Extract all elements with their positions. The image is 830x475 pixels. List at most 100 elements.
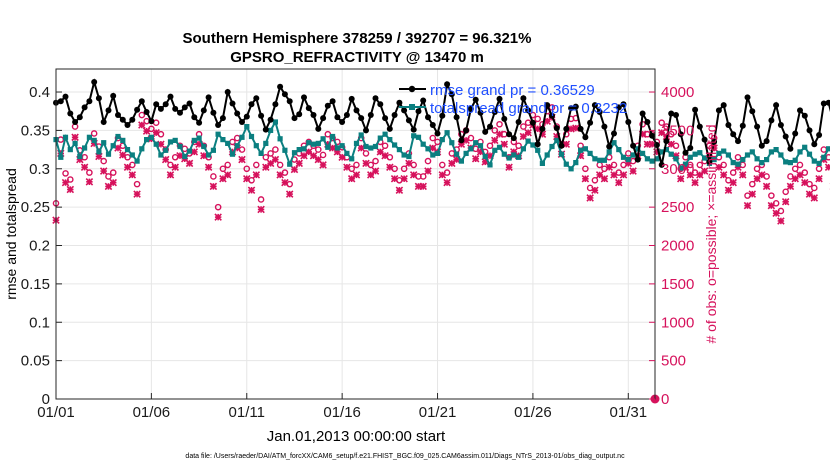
rmse-point <box>577 125 584 132</box>
rmse-point <box>663 138 670 145</box>
assimilated-stroke <box>371 167 380 175</box>
totalspread-point <box>463 150 469 156</box>
totalspread-point <box>640 150 646 156</box>
totalspread-point <box>530 142 536 148</box>
rmse-point <box>730 131 737 138</box>
rmse-point <box>482 128 489 135</box>
possible-point <box>734 153 742 161</box>
possible-point <box>129 161 136 169</box>
possible-point <box>768 192 775 199</box>
rmse-point <box>444 81 451 88</box>
rmse-point <box>129 116 136 123</box>
y-tick-label-right: 0 <box>661 391 669 408</box>
totalspread-point <box>372 143 379 150</box>
assimilated-point <box>762 182 771 191</box>
rmse-point <box>262 126 269 133</box>
possible-point <box>825 153 830 161</box>
totalspread-point <box>153 141 159 147</box>
possible-point <box>429 134 437 142</box>
assimilated-point <box>290 165 299 174</box>
totalspread-point <box>659 149 665 155</box>
rmse-point <box>448 91 455 98</box>
rmse-point <box>157 105 164 112</box>
assimilated-stroke <box>729 178 737 187</box>
totalspread-point <box>692 151 698 157</box>
rmse-point <box>487 123 493 130</box>
rmse-point <box>601 123 608 130</box>
totalspread-point <box>668 151 674 157</box>
totalspread-point <box>582 146 588 152</box>
assimilated-stroke <box>505 163 513 171</box>
totalspread-point <box>501 151 507 157</box>
rmse-point <box>191 114 198 121</box>
possible-point <box>324 130 332 138</box>
rmse-point <box>353 107 360 114</box>
rmse-point <box>634 156 641 163</box>
rmse-point <box>386 125 393 132</box>
totalspread-point <box>191 137 197 143</box>
totalspread-point <box>382 131 388 137</box>
totalspread-point <box>210 147 216 153</box>
totalspread-point <box>573 160 579 166</box>
totalspread-point <box>697 150 703 156</box>
totalspread-point <box>196 135 202 141</box>
possible-point <box>720 161 727 169</box>
possible-point <box>105 173 112 180</box>
rmse-point <box>248 101 255 108</box>
assimilated-point <box>777 217 785 225</box>
assimilated-point <box>161 155 170 164</box>
assimilated-stroke <box>166 171 175 179</box>
rmse-point <box>105 107 112 114</box>
rmse-point <box>253 95 260 102</box>
rmse-point <box>534 141 541 148</box>
possible-point <box>400 165 408 173</box>
totalspread-point <box>363 143 369 150</box>
possible-point <box>658 119 665 127</box>
rmse-point <box>148 118 155 125</box>
rmse-point <box>334 114 341 121</box>
totalspread-point <box>806 151 813 157</box>
totalspread-point <box>334 145 340 151</box>
totalspread-point <box>749 149 755 155</box>
assimilated-stroke <box>204 163 213 171</box>
totalspread-point <box>91 137 97 143</box>
totalspread-point <box>458 158 464 164</box>
assimilated-point <box>743 201 752 210</box>
totalspread-point <box>744 152 751 158</box>
possible-point <box>696 161 704 169</box>
possible-point <box>791 165 799 173</box>
assimilated-stroke <box>405 159 413 168</box>
assimilated-point <box>490 136 499 145</box>
rmse-point <box>825 99 830 106</box>
totalspread-point <box>578 147 584 153</box>
rmse-point <box>472 96 479 103</box>
assimilated-point <box>128 171 137 179</box>
rmse-point <box>563 125 570 132</box>
assimilated-stroke <box>281 178 289 187</box>
totalspread-point <box>406 153 412 160</box>
possible-point <box>257 196 265 203</box>
rmse-point <box>525 107 532 114</box>
assimilated-stroke <box>777 217 785 225</box>
rmse-point <box>134 106 141 113</box>
assimilated-stroke <box>362 159 370 168</box>
chart-subtitle: GPSRO_REFRACTIVITY @ 13470 m <box>230 49 484 66</box>
totalspread-point <box>387 137 393 143</box>
totalspread-point <box>263 140 269 146</box>
y-tick-label-left: 0.2 <box>29 238 50 255</box>
assimilated-stroke <box>409 171 418 179</box>
rmse-point <box>348 95 355 102</box>
rmse-point <box>801 112 808 119</box>
assimilated-stroke <box>309 151 318 160</box>
totalspread-point <box>654 156 660 162</box>
rmse-point <box>410 126 417 133</box>
x-tick-label: 01/26 <box>514 404 552 421</box>
rmse-point <box>696 123 703 130</box>
possible-point <box>806 180 813 188</box>
rmse-point <box>200 107 207 114</box>
assimilated-point <box>419 182 427 191</box>
rmse-point <box>291 115 298 122</box>
totalspread-point <box>511 152 517 158</box>
rmse-point <box>549 112 555 119</box>
legend-marker-rmse <box>408 85 416 93</box>
